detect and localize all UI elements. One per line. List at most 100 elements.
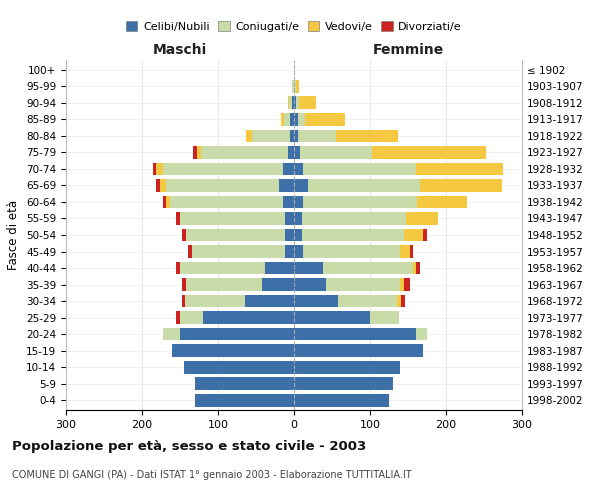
Bar (170, 196, 283, 208)
Bar (326, 278, 400, 291)
Bar (176, 212, 180, 225)
Bar (163, 196, 166, 208)
Bar (200, 146, 288, 159)
Bar (404, 278, 410, 291)
Bar (294, 294, 338, 308)
Bar (300, 146, 372, 159)
Bar (262, 278, 294, 291)
Bar (197, 146, 200, 159)
Bar (157, 179, 160, 192)
Bar (406, 212, 439, 225)
Bar (160, 179, 166, 192)
Bar (294, 196, 303, 208)
Bar (294, 113, 298, 126)
Bar (417, 196, 467, 208)
Bar (298, 130, 336, 142)
Bar (163, 328, 180, 340)
Bar (186, 228, 285, 241)
Bar (294, 80, 296, 93)
Y-axis label: Fasce di età: Fasce di età (7, 200, 20, 270)
Bar (308, 179, 420, 192)
Bar (294, 179, 308, 192)
Bar (294, 278, 326, 291)
Bar (193, 146, 197, 159)
Bar (296, 96, 299, 110)
Bar (416, 262, 420, 274)
Bar (296, 80, 299, 93)
Bar (294, 344, 423, 357)
Bar (303, 245, 400, 258)
Bar (370, 311, 399, 324)
Bar (166, 179, 279, 192)
Bar (252, 130, 290, 142)
Bar (323, 262, 413, 274)
Bar (166, 196, 170, 208)
Bar (290, 130, 294, 142)
Bar (290, 113, 294, 126)
Bar (294, 212, 302, 225)
Bar (176, 311, 180, 324)
Bar (265, 262, 294, 274)
Bar (284, 113, 290, 126)
Bar (305, 113, 345, 126)
Bar (294, 146, 300, 159)
Bar (176, 262, 180, 274)
Bar (288, 96, 289, 110)
Bar (288, 146, 294, 159)
Bar (416, 162, 503, 175)
Bar (180, 328, 294, 340)
Bar (184, 360, 294, 374)
Bar (294, 328, 416, 340)
Bar (294, 311, 370, 324)
Bar (203, 311, 294, 324)
Bar (294, 262, 323, 274)
Bar (292, 80, 294, 93)
Bar (281, 113, 284, 126)
Bar (180, 212, 285, 225)
Bar (292, 96, 294, 110)
Bar (285, 245, 294, 258)
Bar (163, 162, 283, 175)
Bar (338, 294, 397, 308)
Bar (299, 96, 316, 110)
Bar (283, 196, 294, 208)
Bar (294, 394, 389, 406)
Bar (404, 228, 423, 241)
Bar (420, 179, 502, 192)
Bar (289, 96, 292, 110)
Bar (302, 212, 406, 225)
Bar (279, 179, 294, 192)
Bar (303, 196, 417, 208)
Bar (400, 278, 404, 291)
Bar (182, 228, 186, 241)
Bar (401, 294, 405, 308)
Bar (152, 162, 157, 175)
Bar (294, 245, 303, 258)
Bar (285, 212, 294, 225)
Bar (400, 245, 410, 258)
Bar (245, 294, 294, 308)
Bar (410, 245, 413, 258)
Bar (294, 162, 303, 175)
Bar (195, 394, 294, 406)
Text: COMUNE DI GANGI (PA) - Dati ISTAT 1° gennaio 2003 - Elaborazione TUTTITALIA.IT: COMUNE DI GANGI (PA) - Dati ISTAT 1° gen… (12, 470, 412, 480)
Bar (302, 228, 404, 241)
Bar (172, 344, 294, 357)
Bar (397, 294, 401, 308)
Bar (285, 228, 294, 241)
Bar (413, 262, 416, 274)
Bar (283, 162, 294, 175)
Legend: Celibi/Nubili, Coniugati/e, Vedovi/e, Divorziati/e: Celibi/Nubili, Coniugati/e, Vedovi/e, Di… (122, 16, 466, 36)
Bar (180, 262, 265, 274)
Bar (188, 245, 192, 258)
Bar (298, 113, 305, 126)
Text: Popolazione per età, sesso e stato civile - 2003: Popolazione per età, sesso e stato civil… (12, 440, 366, 453)
Bar (182, 278, 186, 291)
Bar (192, 245, 285, 258)
Bar (423, 228, 427, 241)
Text: Maschi: Maschi (153, 42, 207, 56)
Bar (303, 162, 416, 175)
Bar (246, 130, 252, 142)
Bar (294, 360, 400, 374)
Bar (294, 377, 393, 390)
